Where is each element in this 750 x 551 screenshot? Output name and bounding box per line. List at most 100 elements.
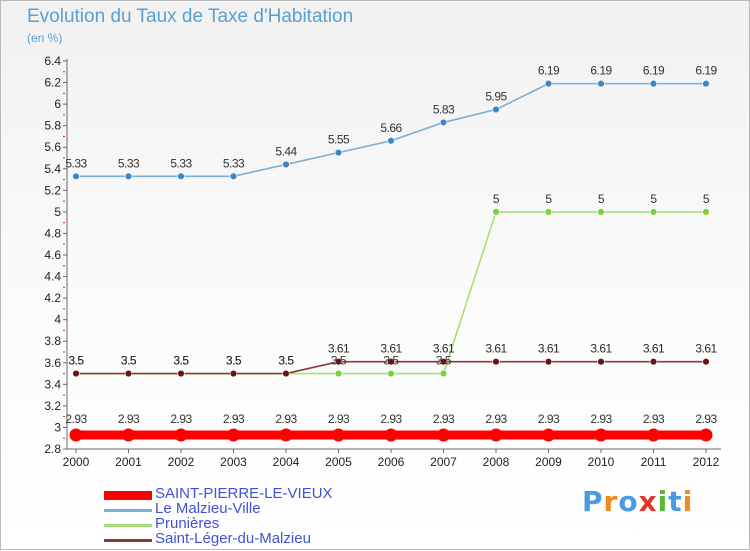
- y-tick-label: 4: [54, 313, 61, 327]
- data-point: [72, 369, 80, 378]
- legend-label: Le Malzieu-Ville: [155, 500, 261, 517]
- data-label: 3.5: [383, 354, 399, 368]
- data-point: [72, 172, 80, 181]
- data-point: [544, 358, 553, 366]
- data-label: 3.5: [278, 354, 294, 368]
- data-point: [437, 428, 450, 442]
- data-point: [702, 358, 710, 366]
- legend-swatch: [104, 509, 152, 512]
- data-label: 2.93: [170, 412, 192, 426]
- data-label: 3.61: [590, 342, 612, 356]
- y-tick-label: 3.6: [44, 356, 61, 370]
- data-label: 3.61: [695, 342, 717, 356]
- data-point: [334, 148, 343, 157]
- y-tick-label: 4.2: [44, 291, 61, 305]
- legend-swatch: [104, 524, 152, 527]
- data-point: [124, 172, 133, 181]
- data-label: 5.33: [170, 156, 192, 170]
- x-tick-label: 2002: [168, 455, 195, 469]
- data-label: 6.19: [590, 64, 612, 78]
- logo-letter: i: [657, 485, 669, 518]
- y-tick-label: 6.4: [44, 54, 61, 68]
- data-label: 5: [493, 192, 500, 206]
- data-point: [124, 369, 133, 378]
- data-point: [177, 369, 185, 378]
- legend-label: Prunières: [155, 515, 220, 532]
- legend-swatch: [104, 539, 152, 542]
- data-label: 2.93: [485, 412, 507, 426]
- data-point: [332, 428, 345, 442]
- data-point: [702, 208, 710, 216]
- y-tick-label: 5.6: [44, 140, 61, 154]
- data-label: 2.93: [380, 412, 402, 426]
- x-tick-label: 2005: [325, 455, 352, 469]
- x-tick-label: 2006: [378, 455, 405, 469]
- data-point: [282, 369, 290, 378]
- legend-label: Saint-Léger-du-Malzieu: [155, 530, 311, 547]
- y-tick-label: 4.6: [44, 248, 61, 262]
- data-point: [177, 172, 185, 181]
- logo-letter: o: [618, 485, 639, 518]
- data-point: [439, 369, 448, 378]
- data-point: [384, 428, 398, 442]
- y-tick-label: 3: [54, 420, 61, 434]
- data-label: 3.5: [121, 354, 137, 368]
- data-point: [542, 428, 555, 442]
- data-label: 3.61: [538, 342, 560, 356]
- data-point: [702, 79, 710, 88]
- data-label: 5.55: [328, 133, 350, 147]
- data-point: [229, 369, 238, 378]
- logo-letter: i: [682, 485, 694, 518]
- data-label: 3.5: [173, 354, 189, 368]
- legend-label: SAINT-PIERRE-LE-VIEUX: [155, 485, 333, 502]
- data-point: [492, 358, 500, 366]
- x-tick-label: 2007: [430, 455, 457, 469]
- data-point: [229, 172, 238, 181]
- data-point: [279, 428, 293, 442]
- y-tick-label: 6.2: [44, 76, 61, 90]
- data-label: 5: [703, 192, 710, 206]
- data-label: 2.93: [643, 412, 665, 426]
- data-label: 3.5: [278, 354, 294, 368]
- data-label: 3.61: [328, 342, 350, 356]
- y-tick-label: 3.8: [44, 334, 61, 348]
- data-label: 2.93: [590, 412, 612, 426]
- data-label: 5: [598, 192, 605, 206]
- chart-title: Evolution du Taux de Taxe d'Habitation: [27, 6, 354, 27]
- data-label: 6.19: [643, 64, 665, 78]
- data-label: 5.44: [275, 144, 297, 158]
- data-point: [387, 137, 395, 145]
- data-point: [334, 369, 343, 378]
- data-point: [439, 358, 448, 366]
- data-point: [597, 79, 605, 88]
- x-tick-label: 2000: [63, 455, 90, 469]
- proxiti-logo: Proxiti: [582, 485, 693, 518]
- logo-letter: P: [582, 485, 604, 518]
- data-label: 6.19: [538, 64, 560, 78]
- data-label: 2.93: [118, 412, 140, 426]
- y-tick-label: 5.4: [44, 162, 61, 176]
- y-tick-label: 6: [54, 97, 61, 111]
- x-tick-label: 2004: [273, 455, 300, 469]
- data-label: 3.5: [173, 354, 189, 368]
- data-label: 5.83: [433, 102, 455, 116]
- data-label: 3.61: [433, 342, 455, 356]
- data-label: 3.5: [68, 354, 84, 368]
- data-label: 3.61: [485, 342, 507, 356]
- data-point: [647, 428, 660, 442]
- data-label: 2.93: [275, 412, 297, 426]
- data-label: 5.33: [65, 156, 87, 170]
- x-tick-label: 2008: [483, 455, 510, 469]
- data-label: 3.5: [436, 354, 452, 368]
- data-point: [492, 105, 500, 114]
- data-label: 2.93: [223, 412, 245, 426]
- data-point: [282, 160, 290, 169]
- data-label: 2.93: [695, 412, 717, 426]
- data-point: [387, 369, 395, 378]
- data-point: [174, 428, 188, 442]
- y-unit-label: (en %): [27, 31, 63, 45]
- y-tick-label: 5.2: [44, 183, 61, 197]
- logo-letter: t: [668, 485, 683, 518]
- data-label: 2.93: [433, 412, 455, 426]
